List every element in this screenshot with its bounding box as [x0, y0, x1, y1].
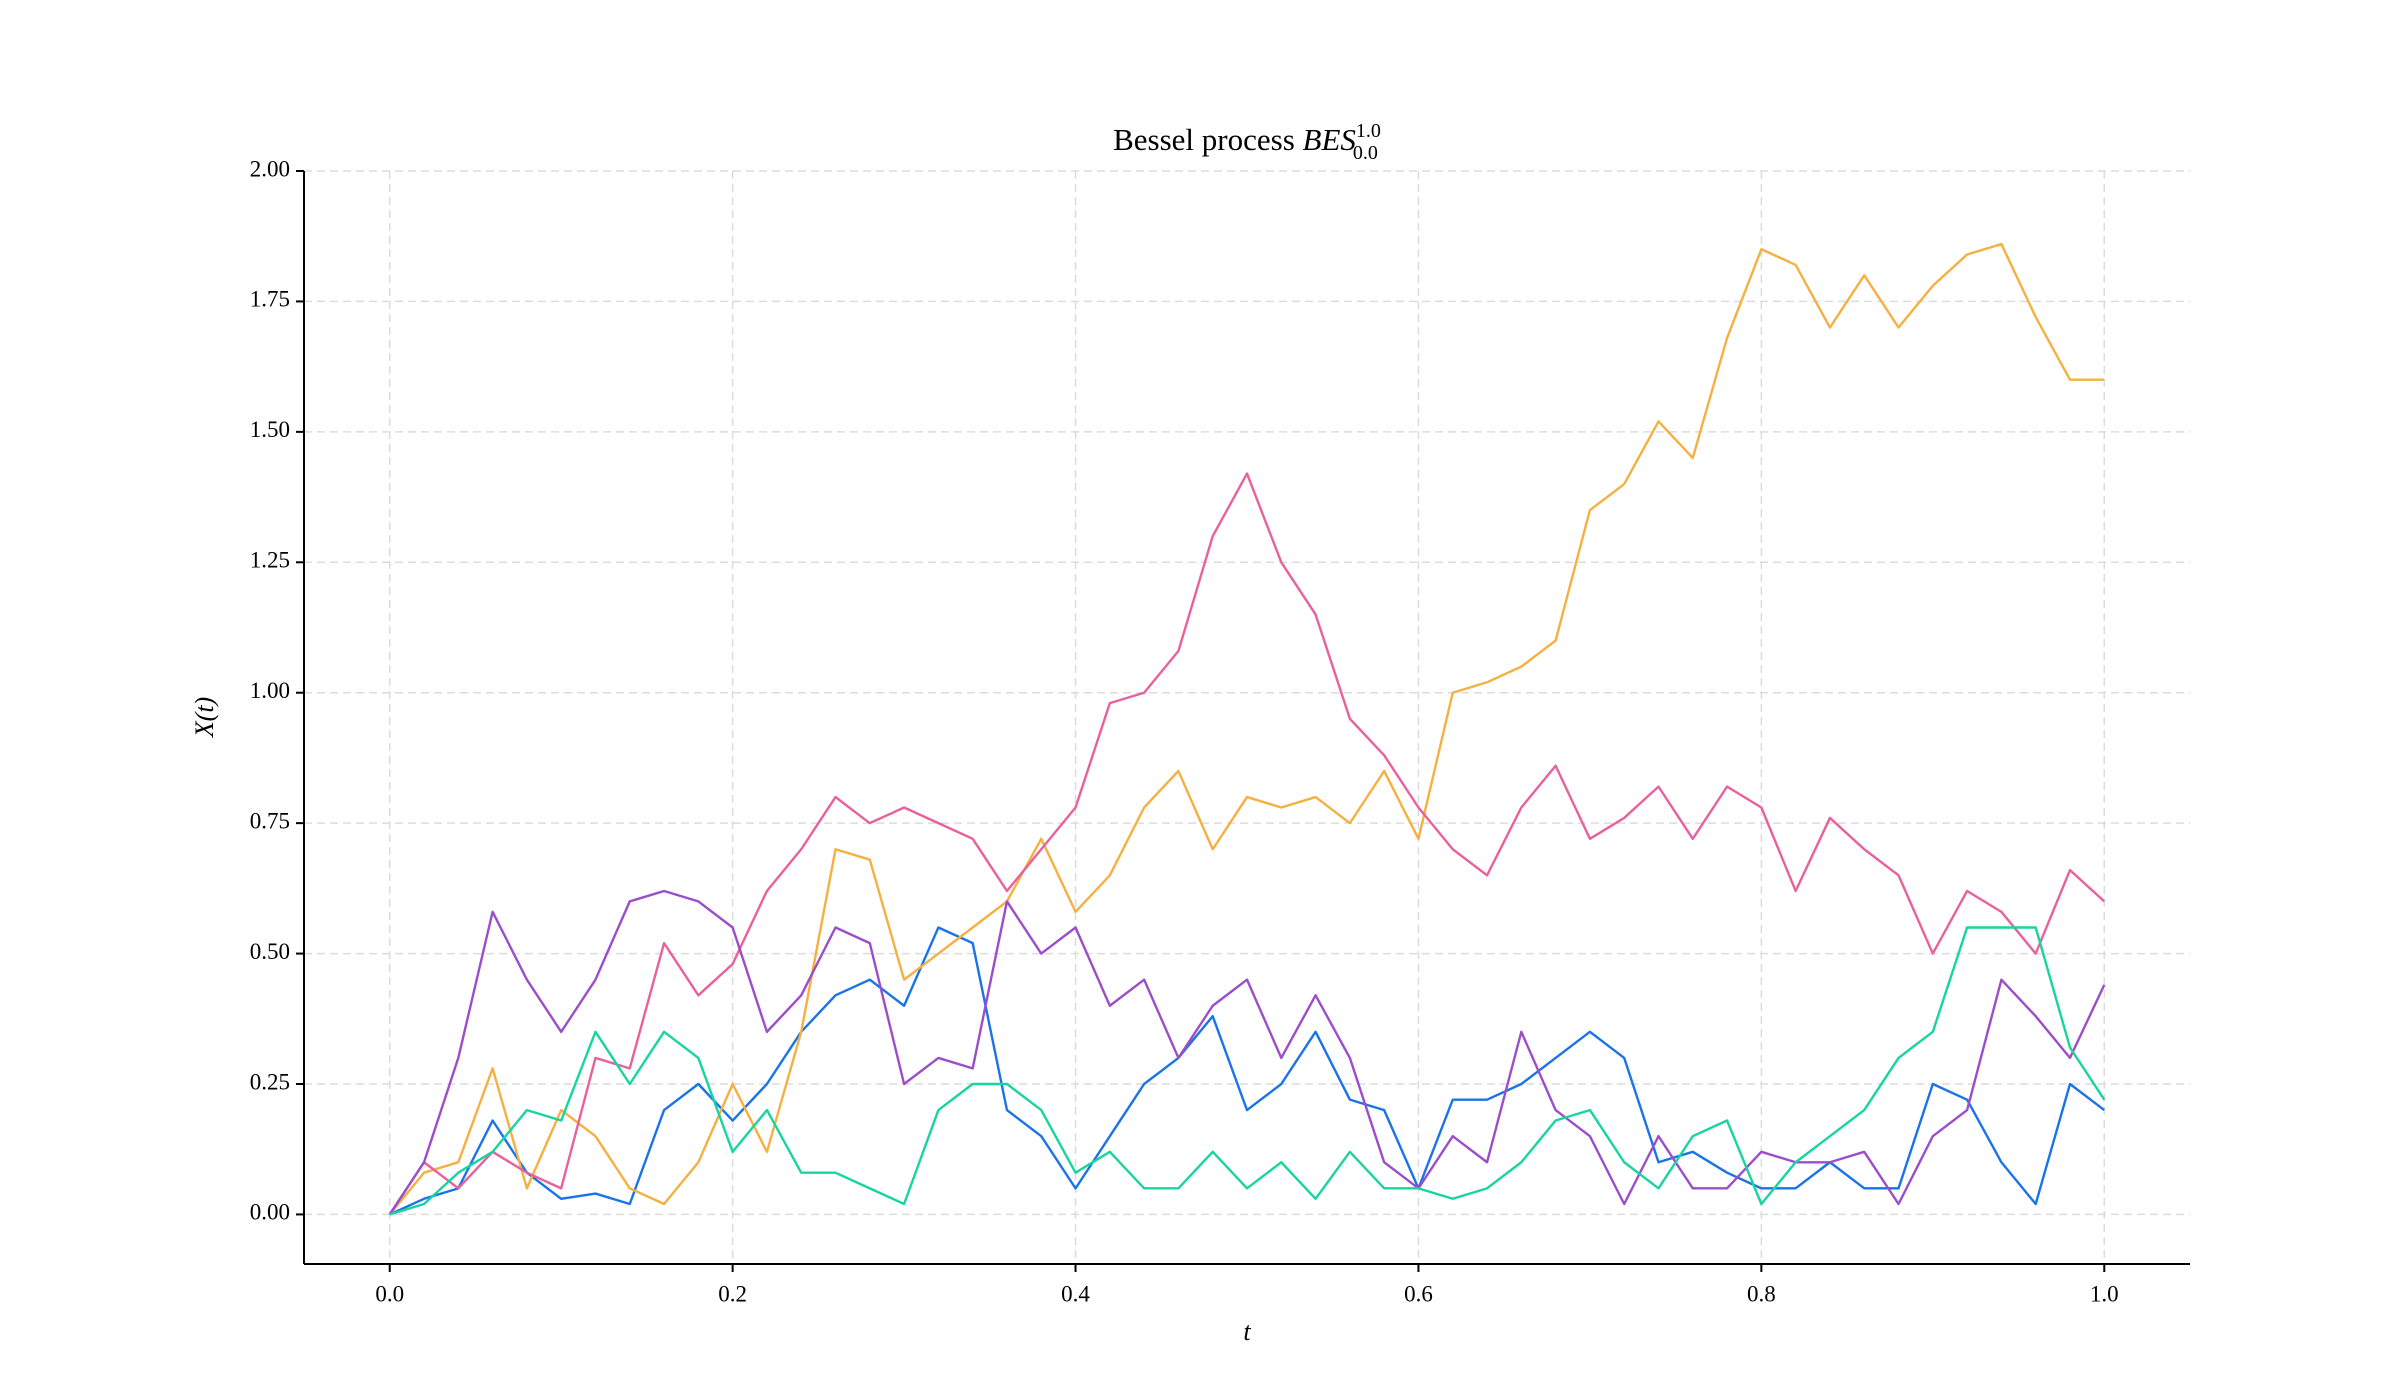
title-sub: 0.0: [1353, 142, 1378, 164]
y-tick-label: 0.25: [250, 1069, 290, 1094]
x-tick-label: 0.4: [1061, 1281, 1090, 1306]
y-tick-label: 2.00: [250, 156, 290, 181]
x-tick-label: 0.0: [375, 1281, 404, 1306]
y-tick-label: 0.00: [250, 1200, 290, 1225]
x-axis-label: t: [1243, 1317, 1251, 1346]
series-line: [388, 889, 2106, 1216]
title-text: Bessel process: [1113, 122, 1295, 157]
title-sup: 1.0: [1356, 120, 1381, 142]
y-tick-label: 1.75: [250, 287, 290, 312]
y-tick-label: 0.75: [250, 808, 290, 833]
y-axis-label: X(t): [190, 697, 219, 738]
y-tick-label: 0.50: [250, 939, 290, 964]
series-line: [389, 926, 2106, 1216]
x-tick-label: 0.8: [1747, 1281, 1776, 1306]
x-tick-label: 0.2: [718, 1281, 747, 1306]
x-tick-label: 0.6: [1404, 1281, 1433, 1306]
series-line: [388, 242, 2105, 1216]
title-symbol: BES: [1303, 122, 1356, 157]
y-tick-label: 1.00: [250, 678, 290, 703]
y-tick-label: 1.25: [250, 548, 290, 573]
series-line: [388, 472, 2106, 1216]
chart-title: Bessel process BES1.0 0.0: [1113, 120, 1381, 164]
series-line: [389, 926, 2105, 1216]
y-tick-label: 1.50: [250, 417, 290, 442]
x-tick-label: 1.0: [2090, 1281, 2119, 1306]
